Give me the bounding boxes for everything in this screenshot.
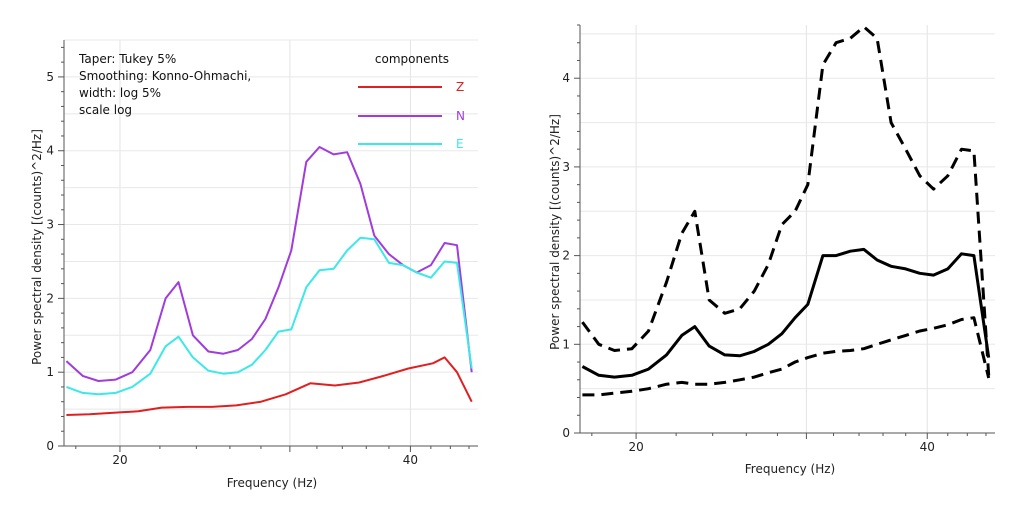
left-tick-labels: 0 1 2 3 4 5 20 40 xyxy=(46,70,418,467)
right-tick-labels: 0 1 2 3 4 20 40 xyxy=(562,71,935,454)
right-y-tick-label: 2 xyxy=(562,249,570,263)
left-grid xyxy=(64,39,478,447)
right-y-tick-label: 4 xyxy=(562,71,570,85)
annotation-smoothing: Smoothing: Konno-Ohmachi, xyxy=(79,69,251,83)
legend-label-e: E xyxy=(456,137,464,151)
right-x-tick-label: 20 xyxy=(628,440,643,454)
left-psd-chart: 0 1 2 3 4 5 20 40 Frequency (Hz) Power spectral… xyxy=(30,39,478,490)
legend-label-n: N xyxy=(456,109,465,123)
left-y-tick-label: 2 xyxy=(46,291,54,305)
left-axes xyxy=(58,40,478,452)
left-y-tick-label: 1 xyxy=(46,365,54,379)
right-series-line-lower-dashed xyxy=(582,316,991,397)
right-series-group xyxy=(581,25,991,397)
right-series-line-median xyxy=(581,247,991,379)
left-x-tick-label: 40 xyxy=(403,453,418,467)
left-series-line-e xyxy=(66,236,473,396)
left-annotations: Taper: Tukey 5% Smoothing: Konno-Ohmachi… xyxy=(78,52,251,117)
left-series-group xyxy=(65,146,473,416)
left-y-tick-label: 4 xyxy=(46,144,54,158)
annotation-width: width: log 5% xyxy=(79,86,161,100)
left-y-tick-label: 0 xyxy=(46,439,54,453)
annotation-taper: Taper: Tukey 5% xyxy=(78,52,176,66)
left-y-tick-label: 3 xyxy=(46,218,54,232)
legend-title: components xyxy=(375,52,449,66)
right-y-tick-label: 0 xyxy=(562,426,570,440)
left-x-axis-title: Frequency (Hz) xyxy=(227,476,318,490)
left-x-tick-label: 20 xyxy=(112,453,127,467)
right-psd-chart: 0 1 2 3 4 20 40 Frequency (Hz) Power spectral … xyxy=(548,24,995,476)
right-y-tick-label: 1 xyxy=(562,337,570,351)
left-y-tick-label: 5 xyxy=(46,70,54,84)
left-series-line-z xyxy=(66,356,473,416)
legend: components Z N E xyxy=(358,52,465,151)
right-x-tick-label: 40 xyxy=(920,440,935,454)
right-y-axis-title: Power spectral density [(counts)^2/Hz] xyxy=(548,114,562,350)
left-y-axis-title: Power spectral density [(counts)^2/Hz] xyxy=(30,129,44,365)
right-axes xyxy=(574,24,995,439)
right-x-axis-title: Frequency (Hz) xyxy=(745,462,836,476)
right-series-line-upper-dashed xyxy=(581,25,991,376)
legend-label-z: Z xyxy=(456,80,464,94)
right-y-tick-label: 3 xyxy=(562,160,570,174)
annotation-scale: scale log xyxy=(79,103,132,117)
